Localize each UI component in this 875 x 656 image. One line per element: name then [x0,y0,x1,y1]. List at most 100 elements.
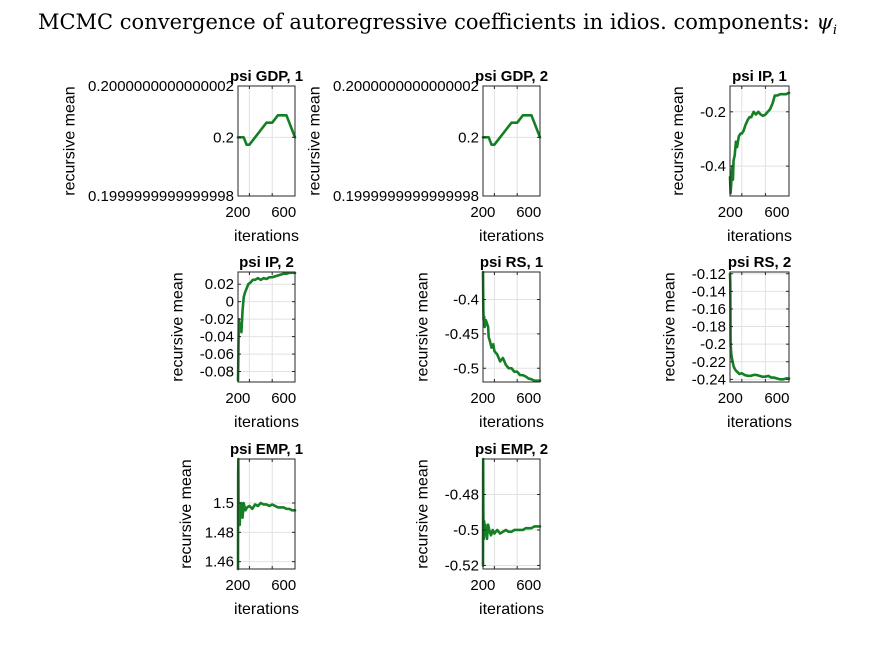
y-tick-label: 1.5 [213,495,234,512]
x-tick-label: 600 [271,390,296,407]
y-tick-label: 0.2 [213,129,234,146]
axes-box [482,271,541,383]
y-tick-label: -0.22 [692,354,726,371]
y-tick-label: -0.24 [692,371,726,388]
x-tick-label: 600 [516,577,541,594]
series-line-1 [236,271,297,382]
subplot-1: 200 600 0.1999999999999998 0.2 0.20000000000… [62,68,303,245]
subplot-title: psi IP, 1 [732,68,787,85]
psi-symbol: ψ [816,10,833,34]
x-tick-label: 200 [470,577,495,594]
subplot-title: psi RS, 1 [480,254,543,271]
x-axis-label: iterations [234,601,299,618]
y-tick-label: -0.04 [200,329,234,346]
psi-subscript: i [832,23,837,39]
y-tick-label: -0.2 [700,336,726,353]
subplot-title: psi EMP, 1 [230,441,303,458]
y-tick-label: -0.18 [692,319,726,336]
subplot-8: 200 600 -0.52 -0.5 -0.48 psi EMP, 2 iterations… [415,441,549,618]
y-tick-label: -0.2 [700,104,726,121]
y-tick-label: -0.06 [200,346,234,363]
subplot-7: 200 600 1.46 1.48 1.5 psi EMP, 1 iterations rec… [178,441,303,618]
x-tick-label: 200 [470,204,495,221]
x-axis-label: iterations [727,228,792,245]
y-tick-label: 0.2000000000000002 [333,78,479,95]
y-tick-label: 0 [226,294,234,311]
x-tick-label: 600 [271,204,296,221]
y-tick-label: -0.08 [200,364,234,381]
y-axis-label: recursive mean [415,459,432,568]
axes-box [482,458,541,570]
x-axis-label: iterations [479,228,544,245]
y-tick-label: -0.4 [453,292,479,309]
x-tick-label: 200 [225,204,250,221]
y-tick-label: 0.02 [205,276,234,293]
series-line-1 [728,272,791,381]
x-tick-label: 200 [225,390,250,407]
y-axis-label: recursive mean [62,86,79,195]
y-tick-label: -0.16 [692,301,726,318]
subplot-5: 200 600 -0.5 -0.45 -0.4 psi RS, 1 iterations re… [415,254,544,431]
x-axis-label: iterations [479,601,544,618]
series-line-1 [481,270,542,382]
y-tick-label: -0.02 [200,311,234,328]
axes-box [729,85,790,197]
x-tick-label: 200 [718,204,743,221]
subplot-3: 200 600 -0.4 -0.2 psi IP, 1 iterations recursi… [670,68,792,245]
y-tick-label: -0.45 [445,326,479,343]
y-tick-label: -0.5 [453,522,479,539]
plot-area [483,272,540,382]
y-axis-label: recursive mean [178,459,195,568]
plot-area [238,459,295,569]
y-tick-label: -0.52 [445,557,479,574]
axes-box [237,271,296,383]
figure-title: MCMC convergence of autoregressive coeff… [0,10,875,38]
y-tick-label: 1.46 [205,554,234,571]
subplot-title: psi RS, 2 [728,254,791,271]
x-axis-label: iterations [234,228,299,245]
subplot-title: psi IP, 2 [239,254,294,271]
plot-area [483,86,540,196]
axes-box [237,458,296,570]
plot-area [238,86,295,196]
x-axis-label: iterations [479,414,544,431]
subplot-title: psi GDP, 1 [230,68,303,85]
plot-area [238,272,295,382]
x-tick-label: 200 [470,390,495,407]
y-axis-label: recursive mean [415,272,432,381]
series-line-1 [728,91,791,195]
axes-box [237,85,296,197]
y-axis-label: recursive mean [307,86,324,195]
x-tick-label: 600 [271,577,296,594]
subplot-6: 200 600 -0.24-0.22-0.2-0.18-0.16-0.14-0.12… [662,254,792,431]
y-tick-label: -0.14 [692,283,726,300]
y-axis-label: recursive mean [670,86,687,195]
y-tick-label: 0.1999999999999998 [333,188,479,205]
figure-title-text: MCMC convergence of autoregressive coeff… [37,10,817,34]
y-tick-label: -0.4 [700,158,726,175]
series-line-1 [481,114,542,146]
y-tick-label: 0.2000000000000002 [88,78,234,95]
x-tick-label: 600 [764,204,789,221]
x-tick-label: 200 [718,390,743,407]
y-tick-label: 1.48 [205,524,234,541]
x-tick-label: 200 [225,577,250,594]
y-tick-label: -0.48 [445,486,479,503]
y-axis-label: recursive mean [170,272,187,381]
x-tick-label: 600 [516,204,541,221]
y-tick-label: 0.1999999999999998 [88,188,234,205]
plot-area [483,459,540,569]
subplot-title: psi EMP, 2 [475,441,548,458]
subplot-title: psi GDP, 2 [475,68,548,85]
x-tick-label: 600 [516,390,541,407]
x-axis-label: iterations [234,414,299,431]
series-line-1 [236,457,297,571]
y-tick-label: -0.5 [453,360,479,377]
series-line-1 [481,457,542,567]
x-axis-label: iterations [727,414,792,431]
y-axis-label: recursive mean [662,272,679,381]
subplot-2: 200 600 0.1999999999999998 0.2 0.20000000000… [307,68,548,245]
axes-box [482,85,541,197]
